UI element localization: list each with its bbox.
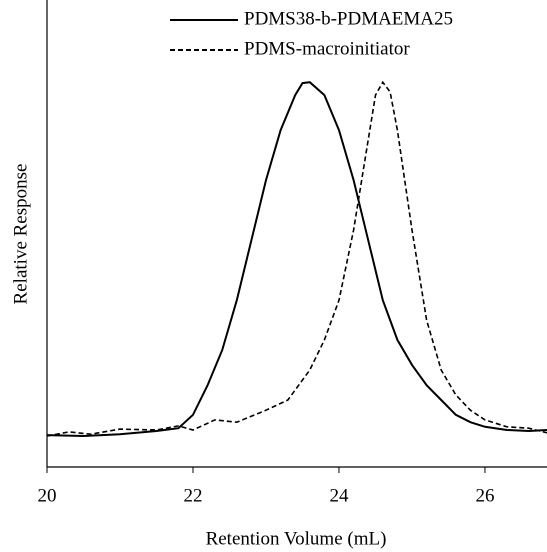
x-tick-label: 22 [183, 485, 202, 506]
x-tick-label: 24 [329, 485, 349, 506]
series-line [46, 80, 547, 437]
series-line [46, 81, 547, 438]
y-axis-label: Relative Response [10, 164, 31, 305]
x-tick-label: 26 [475, 485, 494, 506]
legend-label: PDMS-macroinitiator [244, 38, 410, 59]
legend-label: PDMS38-b-PDMAEMA25 [244, 8, 453, 29]
x-axis-label: Retention Volume (mL) [206, 528, 387, 549]
x-tick-label: 20 [38, 485, 57, 506]
